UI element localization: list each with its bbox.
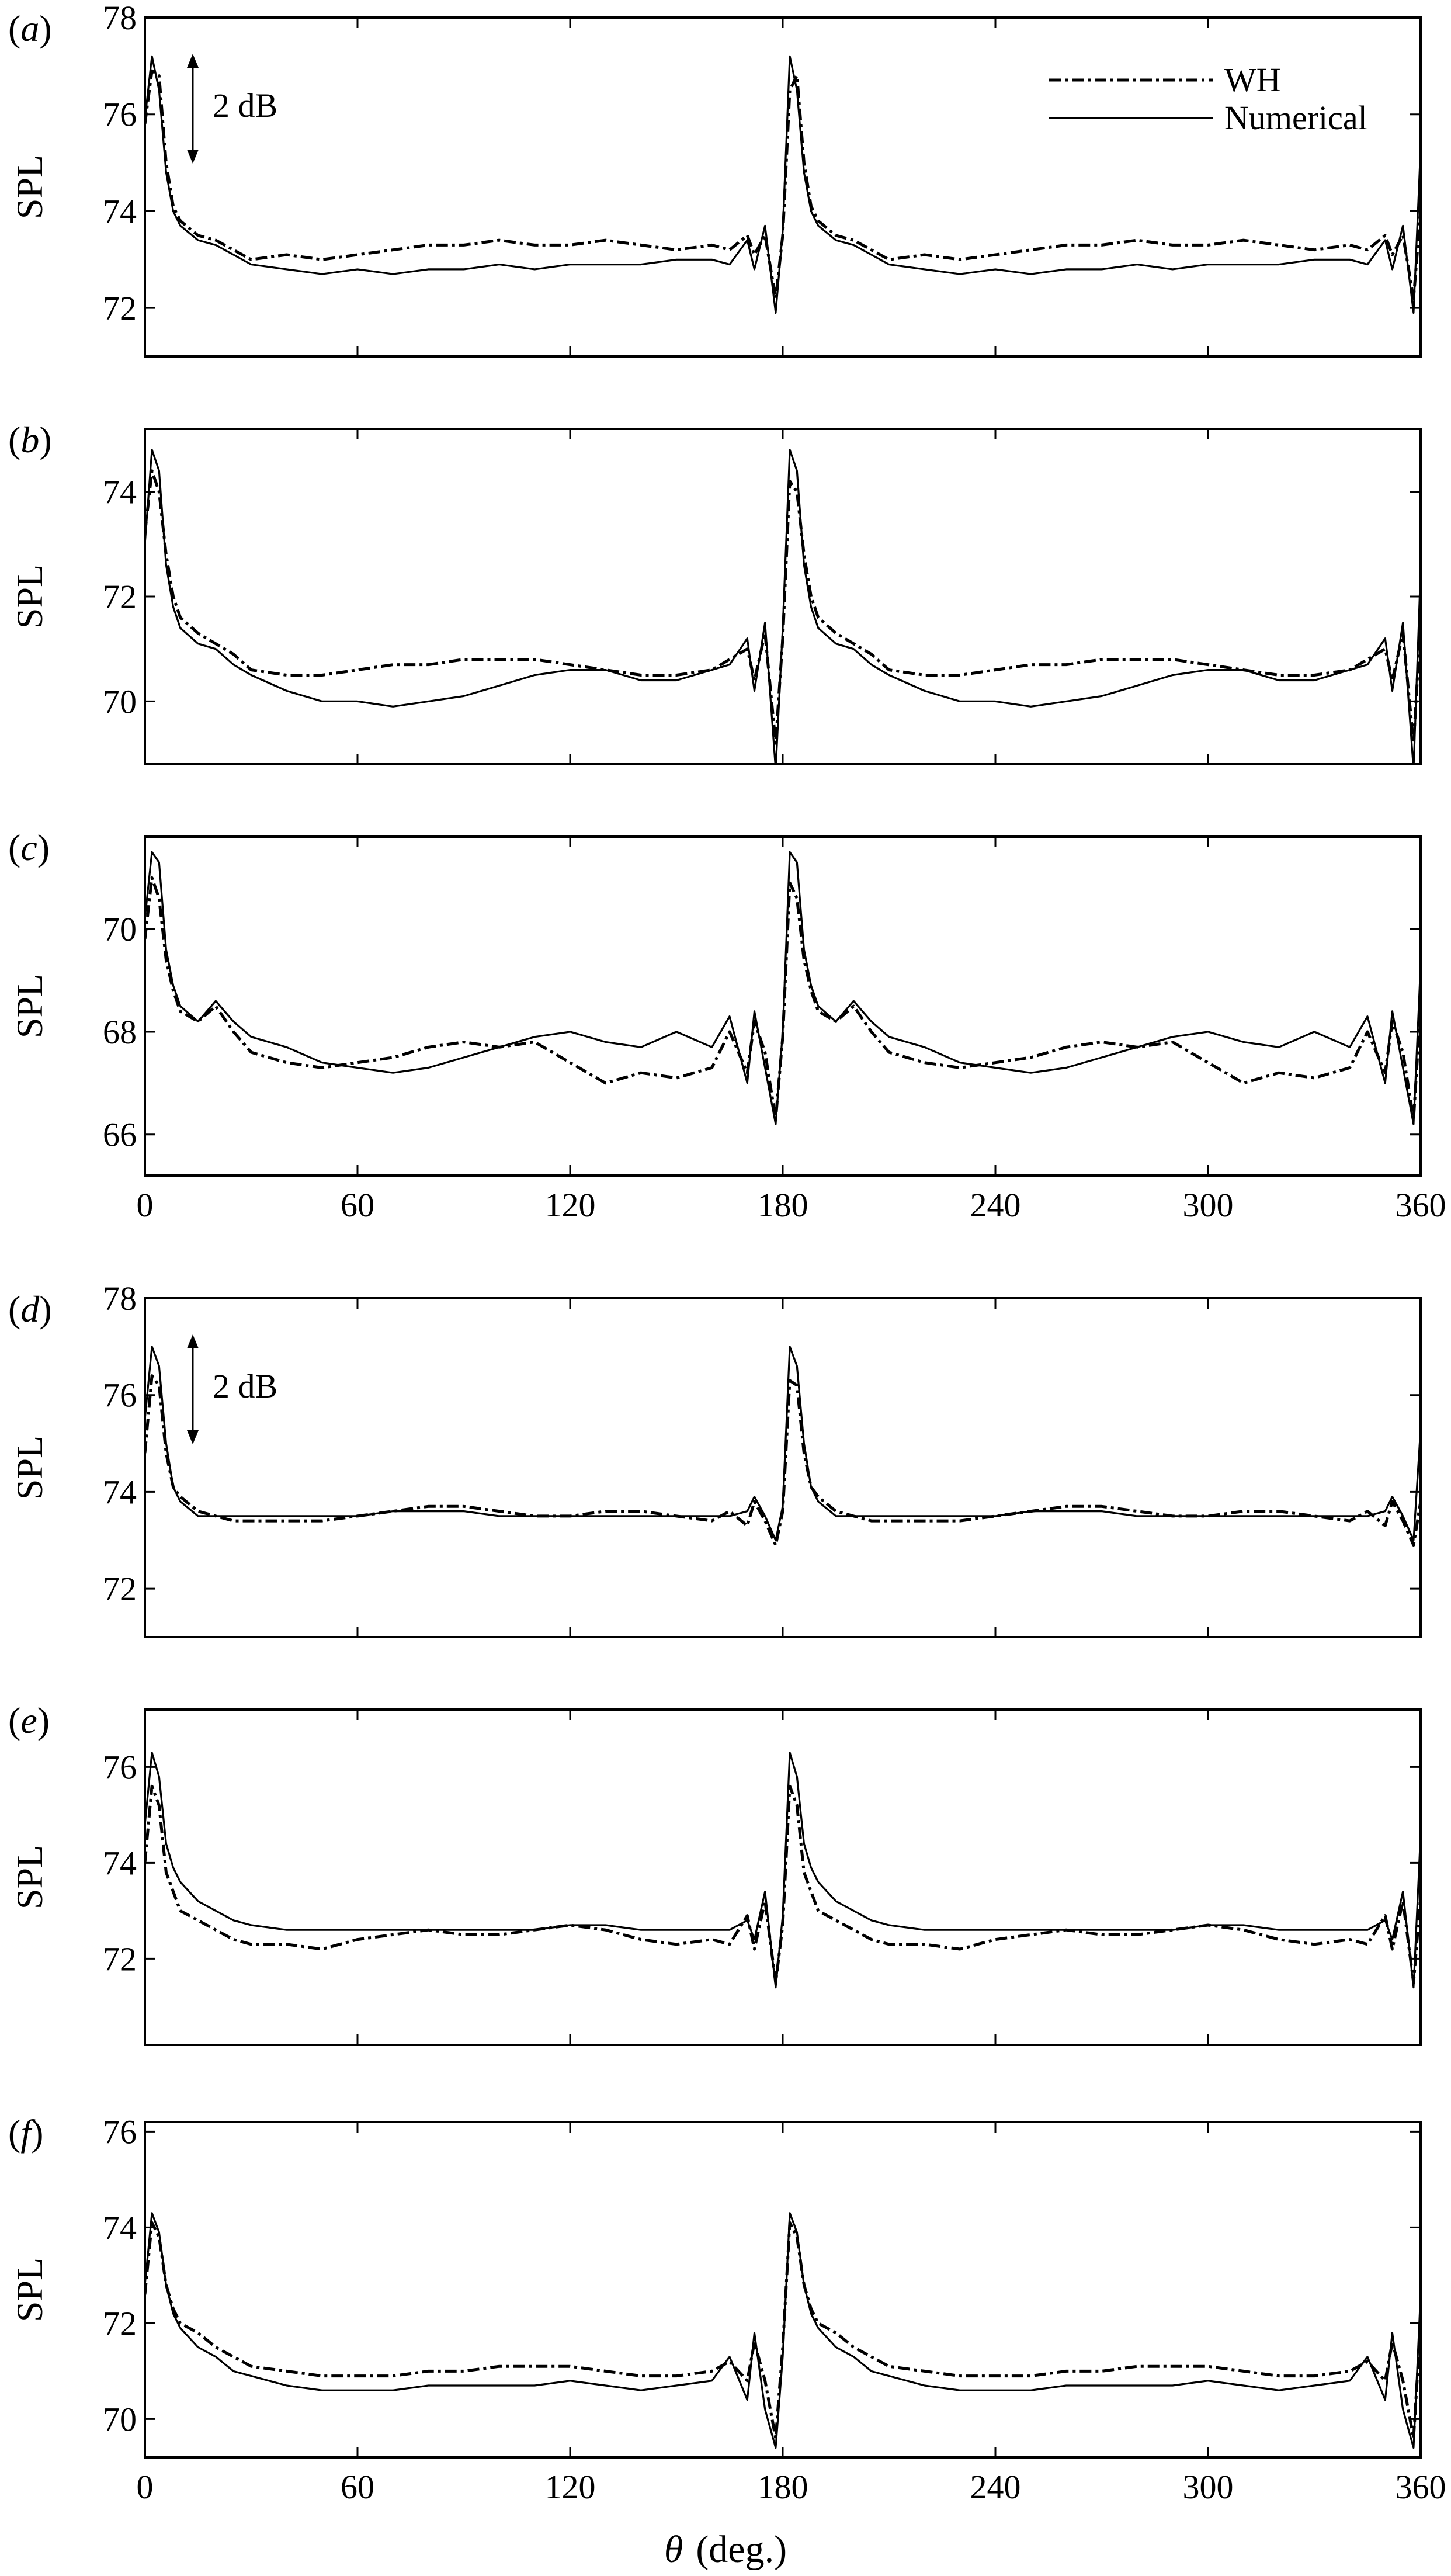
y-axis-label: SPL bbox=[9, 974, 50, 1038]
y-tick-label: 72 bbox=[103, 1940, 137, 1978]
y-tick-label: 74 bbox=[103, 473, 137, 511]
legend-label-numerical: Numerical bbox=[1224, 99, 1367, 137]
y-tick-label: 76 bbox=[103, 2113, 137, 2151]
panel-f: 70 72 74 76 0 60 120 180 240 300 360 SPL (f) bbox=[8, 2112, 1446, 2506]
y-tick-label: 68 bbox=[103, 1013, 137, 1051]
series-line-wh bbox=[145, 876, 1421, 1121]
x-tick-label: 300 bbox=[1183, 1186, 1234, 1224]
y-tick-label: 72 bbox=[103, 1570, 137, 1608]
y-axis-label: SPL bbox=[9, 1845, 50, 1909]
arrow-down-icon bbox=[187, 150, 199, 164]
y-tick-label: 74 bbox=[103, 1473, 137, 1511]
x-tick-label: 120 bbox=[545, 2468, 596, 2506]
series-line-wh bbox=[145, 1374, 1421, 1547]
y-axis-label: SPL bbox=[9, 155, 50, 219]
series-line-numerical bbox=[145, 1752, 1421, 1989]
x-axis-unit: (deg.) bbox=[696, 2528, 787, 2571]
y-tick-label: 74 bbox=[103, 1844, 137, 1882]
series-line-numerical bbox=[145, 1346, 1421, 1541]
plot-frame bbox=[144, 2121, 1422, 2459]
panel-c: 66 68 70 0 60 120 180 240 300 360 SPL (c) bbox=[8, 827, 1446, 1224]
y-tick-label: 78 bbox=[103, 0, 137, 37]
y-axis-label: SPL bbox=[9, 564, 50, 629]
y-tick-label: 78 bbox=[103, 1280, 137, 1318]
x-tick-label: 60 bbox=[341, 1186, 374, 1224]
x-tick-label: 360 bbox=[1396, 1186, 1446, 1224]
scale-bar: 2 dB bbox=[187, 1334, 277, 1444]
panel-label: (f) bbox=[8, 2112, 43, 2154]
y-tick-label: 76 bbox=[103, 1377, 137, 1414]
panel-d: 72 74 76 78 SPL (d) 2 dB bbox=[8, 1280, 1422, 1638]
legend-label-wh: WH bbox=[1224, 61, 1281, 99]
panel-label: (c) bbox=[8, 827, 50, 868]
plot-frame bbox=[144, 1708, 1422, 2046]
y-tick-label: 70 bbox=[103, 682, 137, 720]
x-tick-label: 180 bbox=[758, 1186, 808, 1224]
series-line-numerical bbox=[145, 449, 1421, 764]
panel-label: (e) bbox=[8, 1700, 50, 1741]
series-line-numerical bbox=[145, 55, 1421, 314]
y-tick-label: 74 bbox=[103, 192, 137, 230]
y-axis-label: SPL bbox=[9, 1436, 50, 1500]
arrow-up-icon bbox=[187, 1334, 199, 1348]
scale-bar: 2 dB bbox=[187, 54, 277, 164]
y-tick-label: 74 bbox=[103, 2209, 137, 2246]
x-tick-label: 0 bbox=[137, 2468, 154, 2506]
y-tick-label: 72 bbox=[103, 289, 137, 327]
plot-frame bbox=[144, 428, 1422, 765]
series-line-wh bbox=[145, 2221, 1421, 2440]
series-line-numerical bbox=[145, 2212, 1421, 2449]
scale-bar-label: 2 dB bbox=[213, 86, 277, 124]
x-axis-label: θ (deg.) bbox=[664, 2528, 787, 2571]
panel-b: 70 72 74 SPL (b) bbox=[8, 419, 1422, 765]
panel-label: (a) bbox=[8, 8, 52, 49]
x-tick-label: 240 bbox=[970, 1186, 1021, 1224]
series-line-wh bbox=[145, 1784, 1421, 1984]
y-axis-label: SPL bbox=[9, 2258, 50, 2322]
x-tick-label: 180 bbox=[758, 2468, 808, 2506]
panel-label: (b) bbox=[8, 419, 52, 460]
x-tick-label: 240 bbox=[970, 2468, 1021, 2506]
series-line-numerical bbox=[145, 851, 1421, 1125]
arrow-up-icon bbox=[187, 54, 199, 68]
x-tick-label: 360 bbox=[1396, 2468, 1446, 2506]
x-tick-label: 60 bbox=[341, 2468, 374, 2506]
y-tick-label: 66 bbox=[103, 1116, 137, 1154]
plot-frame bbox=[144, 1297, 1422, 1638]
panel-e: 72 74 76 SPL (e) bbox=[8, 1700, 1422, 2046]
x-tick-label: 0 bbox=[137, 1186, 154, 1224]
x-tick-label: 120 bbox=[545, 1186, 596, 1224]
y-tick-label: 72 bbox=[103, 578, 137, 616]
x-tick-label: 300 bbox=[1183, 2468, 1234, 2506]
panel-label: (d) bbox=[8, 1288, 52, 1330]
plot-frame bbox=[144, 835, 1422, 1177]
y-tick-label: 76 bbox=[103, 96, 137, 134]
y-tick-label: 76 bbox=[103, 1748, 137, 1786]
y-tick-label: 70 bbox=[103, 910, 137, 948]
y-tick-label: 72 bbox=[103, 2304, 137, 2342]
y-tick-label: 70 bbox=[103, 2400, 137, 2438]
arrow-down-icon bbox=[187, 1430, 199, 1444]
scale-bar-label: 2 dB bbox=[213, 1367, 277, 1405]
x-axis-symbol: θ bbox=[664, 2528, 683, 2571]
